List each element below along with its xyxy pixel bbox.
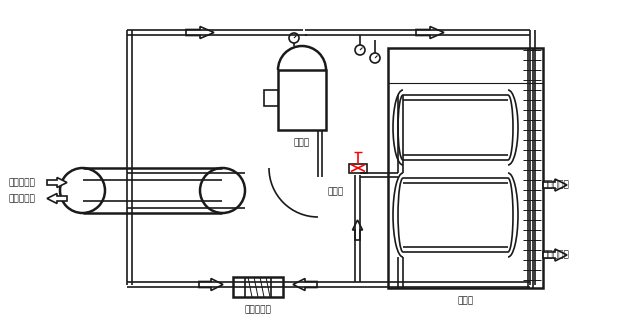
- Text: 蒸发器: 蒸发器: [457, 296, 474, 305]
- Polygon shape: [47, 178, 67, 188]
- Bar: [233, 277, 283, 297]
- Bar: [264, 90, 278, 106]
- Text: 冷冻水出口: 冷冻水出口: [543, 251, 570, 260]
- Text: 膨胀阀: 膨胀阀: [328, 187, 344, 196]
- Circle shape: [370, 53, 380, 63]
- Polygon shape: [199, 279, 223, 290]
- Bar: [349, 163, 367, 173]
- Polygon shape: [293, 279, 317, 290]
- Polygon shape: [543, 179, 567, 191]
- Text: 干燥过滤器: 干燥过滤器: [245, 305, 271, 314]
- Bar: [278, 70, 326, 130]
- Text: 压缩机: 压缩机: [294, 138, 310, 147]
- Polygon shape: [416, 27, 444, 39]
- Circle shape: [60, 168, 105, 213]
- Bar: [388, 48, 543, 288]
- Polygon shape: [47, 194, 67, 204]
- Text: 冷冻水进口: 冷冻水进口: [543, 181, 570, 190]
- Circle shape: [355, 45, 365, 55]
- Polygon shape: [186, 27, 214, 39]
- Circle shape: [200, 168, 245, 213]
- Text: 冷却水出口: 冷却水出口: [8, 178, 35, 187]
- Circle shape: [289, 33, 299, 43]
- Polygon shape: [353, 220, 363, 240]
- Polygon shape: [543, 249, 567, 261]
- Text: 冷却水进口: 冷却水进口: [8, 194, 35, 203]
